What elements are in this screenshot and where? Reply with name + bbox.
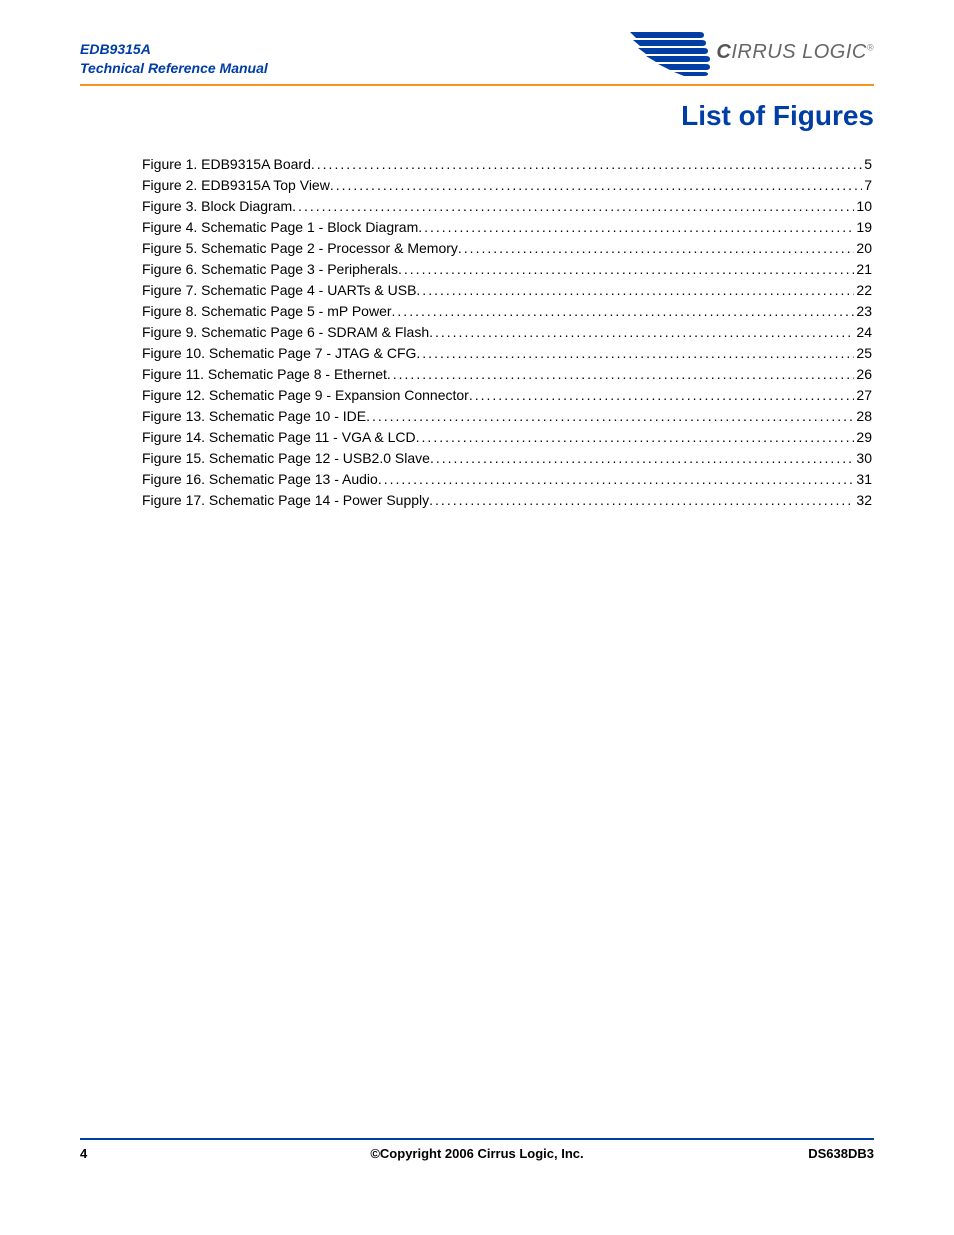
- toc-page: 21: [854, 259, 872, 280]
- toc-row[interactable]: Figure 14. Schematic Page 11 - VGA & LCD…: [142, 427, 872, 448]
- toc-label: Figure 1. EDB9315A Board: [142, 154, 311, 175]
- toc-label: Figure 12. Schematic Page 9 - Expansion …: [142, 385, 469, 406]
- toc-row[interactable]: Figure 12. Schematic Page 9 - Expansion …: [142, 385, 872, 406]
- toc-leader-dots: [429, 490, 854, 511]
- toc-row[interactable]: Figure 6. Schematic Page 3 - Peripherals…: [142, 259, 872, 280]
- footer-copyright: ©Copyright 2006 Cirrus Logic, Inc.: [80, 1146, 874, 1161]
- toc-label: Figure 14. Schematic Page 11 - VGA & LCD: [142, 427, 416, 448]
- toc-leader-dots: [392, 301, 855, 322]
- toc-leader-dots: [458, 238, 855, 259]
- brand-rest: IRRUS LOGIC: [731, 41, 867, 63]
- list-of-figures: Figure 1. EDB9315A Board5Figure 2. EDB93…: [80, 154, 874, 511]
- toc-row[interactable]: Figure 3. Block Diagram 10: [142, 196, 872, 217]
- toc-leader-dots: [416, 343, 854, 364]
- toc-label: Figure 9. Schematic Page 6 - SDRAM & Fla…: [142, 322, 429, 343]
- toc-page: 19: [854, 217, 872, 238]
- toc-leader-dots: [469, 385, 855, 406]
- page-title: List of Figures: [80, 100, 874, 132]
- toc-label: Figure 11. Schematic Page 8 - Ethernet: [142, 364, 387, 385]
- toc-leader-dots: [429, 322, 854, 343]
- toc-label: Figure 2. EDB9315A Top View: [142, 175, 330, 196]
- toc-label: Figure 16. Schematic Page 13 - Audio: [142, 469, 378, 490]
- toc-page: 24: [854, 322, 872, 343]
- toc-label: Figure 4. Schematic Page 1 - Block Diagr…: [142, 217, 418, 238]
- toc-leader-dots: [311, 154, 862, 175]
- toc-page: 31: [854, 469, 872, 490]
- toc-leader-dots: [430, 448, 854, 469]
- toc-page: 22: [854, 280, 872, 301]
- toc-row[interactable]: Figure 16. Schematic Page 13 - Audio 31: [142, 469, 872, 490]
- toc-page: 27: [854, 385, 872, 406]
- toc-label: Figure 3. Block Diagram: [142, 196, 292, 217]
- brand-first-letter: C: [716, 41, 731, 63]
- toc-label: Figure 13. Schematic Page 10 - IDE: [142, 406, 366, 427]
- toc-row[interactable]: Figure 17. Schematic Page 14 - Power Sup…: [142, 490, 872, 511]
- toc-row[interactable]: Figure 2. EDB9315A Top View 7: [142, 175, 872, 196]
- toc-page: 30: [854, 448, 872, 469]
- toc-label: Figure 17. Schematic Page 14 - Power Sup…: [142, 490, 429, 511]
- toc-leader-dots: [292, 196, 854, 217]
- toc-page: 7: [862, 175, 872, 196]
- toc-page: 28: [854, 406, 872, 427]
- toc-page: 32: [854, 490, 872, 511]
- toc-leader-dots: [418, 217, 854, 238]
- toc-leader-dots: [416, 280, 854, 301]
- toc-label: Figure 15. Schematic Page 12 - USB2.0 Sl…: [142, 448, 430, 469]
- toc-leader-dots: [387, 364, 855, 385]
- cirrus-logo-icon: [630, 28, 710, 76]
- toc-page: 26: [854, 364, 872, 385]
- toc-row[interactable]: Figure 5. Schematic Page 2 - Processor &…: [142, 238, 872, 259]
- doc-subtitle: Technical Reference Manual: [80, 59, 268, 78]
- toc-label: Figure 5. Schematic Page 2 - Processor &…: [142, 238, 458, 259]
- toc-page: 20: [854, 238, 872, 259]
- toc-row[interactable]: Figure 9. Schematic Page 6 - SDRAM & Fla…: [142, 322, 872, 343]
- toc-row[interactable]: Figure 1. EDB9315A Board 5: [142, 154, 872, 175]
- toc-label: Figure 7. Schematic Page 4 - UARTs & USB: [142, 280, 416, 301]
- toc-row[interactable]: Figure 11. Schematic Page 8 - Ethernet 26: [142, 364, 872, 385]
- toc-leader-dots: [366, 406, 854, 427]
- toc-leader-dots: [378, 469, 855, 490]
- toc-label: Figure 8. Schematic Page 5 - mP Power: [142, 301, 392, 322]
- toc-row[interactable]: Figure 13. Schematic Page 10 - IDE 28: [142, 406, 872, 427]
- toc-leader-dots: [330, 175, 862, 196]
- toc-label: Figure 10. Schematic Page 7 - JTAG & CFG: [142, 343, 416, 364]
- page-footer: 4 ©Copyright 2006 Cirrus Logic, Inc. DS6…: [80, 1138, 874, 1161]
- toc-page: 25: [854, 343, 872, 364]
- toc-leader-dots: [416, 427, 855, 448]
- toc-page: 10: [854, 196, 872, 217]
- product-name: EDB9315A: [80, 40, 268, 59]
- brand-text: CIRRUS LOGIC®: [716, 41, 874, 64]
- registered-icon: ®: [867, 42, 874, 52]
- toc-row[interactable]: Figure 7. Schematic Page 4 - UARTs & USB…: [142, 280, 872, 301]
- toc-page: 23: [854, 301, 872, 322]
- toc-page: 5: [862, 154, 872, 175]
- page-header: EDB9315A Technical Reference Manual CIRR…: [80, 28, 874, 86]
- toc-page: 29: [854, 427, 872, 448]
- header-left: EDB9315A Technical Reference Manual: [80, 28, 268, 78]
- toc-row[interactable]: Figure 8. Schematic Page 5 - mP Power 23: [142, 301, 872, 322]
- toc-label: Figure 6. Schematic Page 3 - Peripherals: [142, 259, 398, 280]
- toc-row[interactable]: Figure 4. Schematic Page 1 - Block Diagr…: [142, 217, 872, 238]
- toc-row[interactable]: Figure 15. Schematic Page 12 - USB2.0 Sl…: [142, 448, 872, 469]
- header-right: CIRRUS LOGIC®: [630, 28, 874, 76]
- toc-leader-dots: [398, 259, 854, 280]
- toc-row[interactable]: Figure 10. Schematic Page 7 - JTAG & CFG…: [142, 343, 872, 364]
